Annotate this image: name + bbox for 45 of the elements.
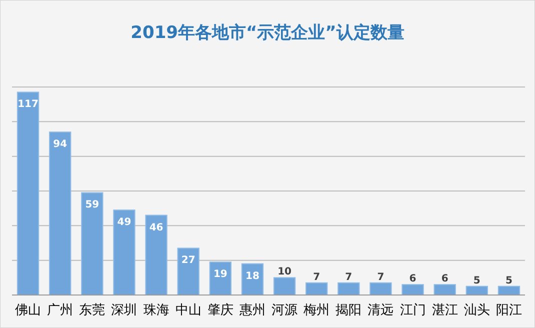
x-tick-label: 广州	[47, 303, 74, 318]
data-label: 7	[377, 272, 384, 283]
data-label: 19	[213, 269, 228, 280]
bar	[273, 277, 296, 296]
data-label: 6	[409, 274, 416, 285]
x-tick-label: 中山	[175, 303, 202, 318]
data-label: 5	[505, 275, 512, 286]
x-tick-label: 肇庆	[207, 303, 234, 318]
bar	[49, 132, 72, 296]
chart-title: 2019年各地市“示范企业”认定数量	[130, 23, 404, 43]
data-label: 5	[473, 275, 480, 286]
x-tick-label: 河源	[272, 303, 298, 318]
bar	[338, 282, 360, 296]
bar	[370, 282, 392, 296]
x-tick-label: 东莞	[79, 303, 106, 318]
bar	[306, 282, 328, 296]
data-label: 6	[441, 274, 448, 285]
x-tick-label: 揭阳	[336, 303, 362, 318]
data-label: 7	[345, 272, 352, 283]
x-tick-label: 深圳	[111, 303, 138, 318]
x-tick-label: 阳江	[496, 303, 522, 318]
x-tick-label: 珠海	[143, 303, 170, 318]
data-label: 27	[181, 255, 196, 266]
bar	[402, 284, 424, 296]
bar	[145, 214, 168, 296]
data-label: 59	[85, 200, 100, 211]
x-tick-label: 梅州	[302, 303, 330, 318]
data-label: 10	[278, 266, 292, 278]
bar	[177, 248, 200, 296]
data-label: 46	[149, 222, 164, 234]
data-label: 7	[313, 272, 320, 283]
x-tick-label: 佛山	[15, 303, 42, 318]
data-label: 49	[117, 217, 132, 228]
x-tick-label: 清远	[368, 303, 394, 318]
data-label: 117	[18, 99, 39, 110]
bar	[81, 192, 104, 296]
x-tick-label: 湛江	[432, 303, 458, 318]
data-label: 94	[53, 139, 68, 150]
bar	[16, 92, 40, 296]
x-tick-label: 江门	[400, 302, 426, 318]
data-label: 18	[246, 270, 260, 282]
bar	[113, 210, 136, 296]
bar	[434, 284, 456, 296]
x-tick-label: 惠州	[238, 303, 266, 318]
x-tick-label: 汕头	[464, 303, 490, 318]
